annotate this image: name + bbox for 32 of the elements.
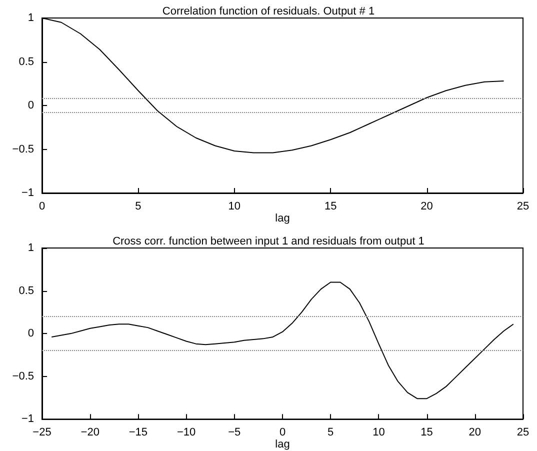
x-tick-label: −20 [80,426,100,439]
y-tick-label: −0.5 [12,370,34,382]
x-tick-label: 20 [468,426,482,439]
y-tick-label: −1 [21,187,34,199]
x-tick-label: 10 [372,426,385,439]
y-tick-label: −1 [21,413,34,426]
x-axis-title: lag [275,438,290,450]
y-tick-label: 1 [28,12,34,24]
x-tick-label: 15 [420,426,433,439]
x-tick-label: 25 [516,200,530,212]
line-series [51,282,514,400]
y-tick-label: 1 [28,242,34,254]
x-tick-label: 5 [328,426,334,439]
x-tick-label: −10 [176,426,196,439]
x-tick-label: 0 [38,200,46,212]
x-tick-label: 0 [279,426,286,439]
x-tick-label: −5 [228,426,241,439]
x-axis-title: lag [275,212,290,224]
x-tick-label: 10 [228,200,241,212]
x-tick-label: −15 [128,426,148,439]
y-tick-label: 0 [28,100,34,112]
y-tick-label: 0 [28,328,34,340]
y-tick-label: 0.5 [18,56,34,68]
x-tick-label: 5 [135,200,142,212]
x-tick-label: 25 [516,426,530,439]
chart-title: Correlation function of residuals. Output # 1 [162,6,375,18]
x-tick-label: 15 [324,200,337,212]
chart-title: Cross corr. function between input 1 and residuals from output 1 [112,236,424,248]
y-tick-label: −0.5 [12,143,34,156]
x-tick-label: −25 [32,426,52,439]
x-tick-label: 20 [420,200,433,212]
y-tick-label: 0.5 [18,284,34,297]
